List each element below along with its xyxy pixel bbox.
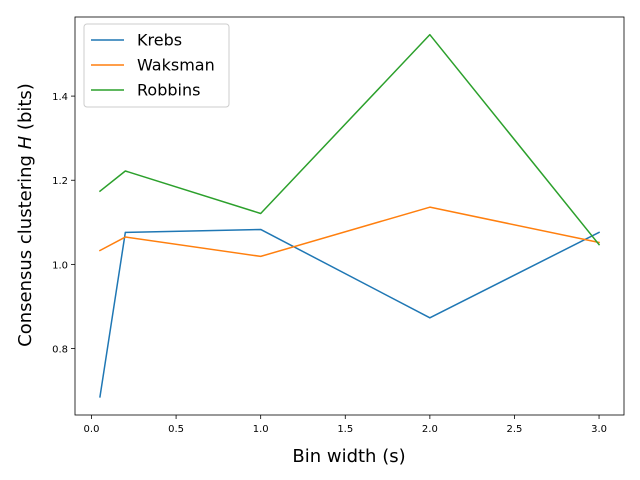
x-tick-label: 3.0 [591, 424, 607, 435]
y-axis-label-variable: H [15, 135, 36, 149]
y-tick-label: 1.2 [52, 176, 68, 187]
x-axis: 0.0 0.5 1.0 1.5 2.0 2.5 3.0 [84, 415, 607, 435]
legend: Krebs Waksman Robbins [83, 23, 230, 108]
legend-label-robbins: Robbins [137, 81, 200, 100]
x-tick-label: 1.0 [253, 424, 269, 435]
series-line-waksman [98, 206, 600, 258]
legend-label-waksman: Waksman [137, 56, 215, 75]
x-tick-label: 1.5 [337, 424, 353, 435]
plot-area-frame [74, 16, 625, 416]
x-tick-label: 0.0 [84, 424, 100, 435]
y-axis: 0.8 1.0 1.2 1.4 [52, 92, 75, 356]
y-tick-label: 0.8 [52, 345, 68, 356]
x-tick-label: 2.5 [507, 424, 523, 435]
y-tick-label: 1.4 [52, 92, 68, 103]
x-tick-label: 0.5 [168, 424, 184, 435]
y-axis-label: Consensus clustering H (bits) [15, 83, 36, 347]
series-line-krebs [99, 228, 601, 398]
legend-label-krebs: Krebs [137, 31, 182, 50]
x-axis-label: Bin width (s) [292, 446, 405, 467]
x-tick-label: 2.0 [422, 424, 438, 435]
y-tick-label: 1.0 [52, 260, 68, 271]
series-lines [98, 33, 601, 398]
y-axis-label-suffix: (bits) [15, 83, 36, 136]
series-line-robbins [98, 33, 601, 246]
legend-box [83, 23, 230, 108]
y-axis-label-prefix: Consensus clustering [15, 149, 36, 347]
